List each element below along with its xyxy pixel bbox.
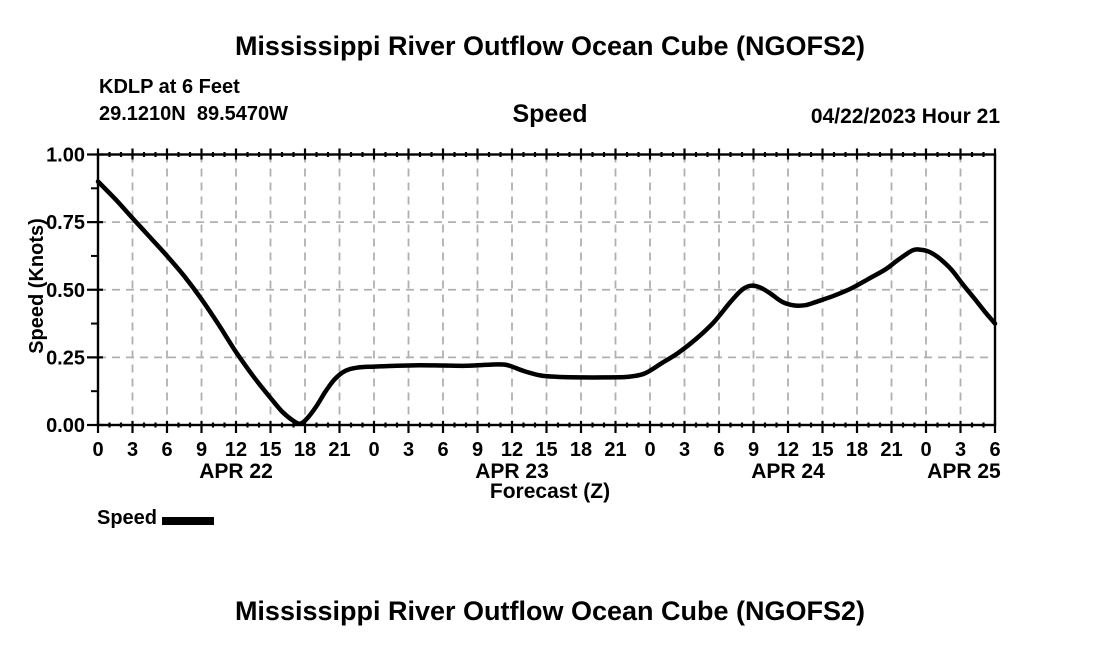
x-tick-label: 0 — [644, 439, 655, 461]
x-tick-label: 18 — [570, 439, 592, 461]
y-tick-label: 0.50 — [46, 280, 85, 302]
x-tick-label: 6 — [437, 439, 448, 461]
x-tick-label: 0 — [92, 439, 103, 461]
x-tick-label: 3 — [403, 439, 414, 461]
legend-label: Speed — [97, 507, 158, 529]
footer-title: Mississippi River Outflow Ocean Cube (NG… — [234, 596, 866, 626]
station-name-label: KDLP at 6 Feet — [99, 76, 240, 98]
x-tick-label: 0 — [920, 439, 931, 461]
date-label: APR 24 — [751, 460, 825, 483]
x-tick-label: 9 — [748, 439, 759, 461]
x-tick-label: 6 — [989, 439, 1000, 461]
x-tick-label: 9 — [196, 439, 207, 461]
x-tick-label: 3 — [955, 439, 966, 461]
x-tick-label: 0 — [368, 439, 379, 461]
model-run-datetime-label: 04/22/2023 Hour 21 — [810, 105, 1000, 128]
legend-line-swatch — [162, 517, 214, 525]
x-tick-label: 3 — [679, 439, 690, 461]
y-tick-label: 0.75 — [46, 212, 85, 234]
x-tick-label: 12 — [501, 439, 523, 461]
x-tick-label: 12 — [777, 439, 799, 461]
x-axis-label: Forecast (Z) — [489, 480, 611, 503]
x-tick-label: 18 — [294, 439, 316, 461]
speed-curve — [95, 179, 998, 426]
x-tick-label: 21 — [880, 439, 902, 461]
y-tick-label: 0.00 — [46, 415, 85, 437]
page-title: Mississippi River Outflow Ocean Cube (NG… — [234, 31, 866, 61]
x-tick-label: 15 — [811, 439, 833, 461]
date-label: APR 22 — [199, 460, 273, 483]
x-tick-label: 21 — [328, 439, 350, 461]
date-label: APR 23 — [475, 460, 549, 483]
x-tick-label: 6 — [161, 439, 172, 461]
x-tick-label: 6 — [713, 439, 724, 461]
station-coordinates-label: 29.1210N 89.5470W — [99, 103, 289, 125]
x-tick-label: 3 — [127, 439, 138, 461]
panel-title: Speed — [512, 100, 588, 128]
x-tick-label: 18 — [846, 439, 868, 461]
x-tick-label: 15 — [259, 439, 281, 461]
x-tick-label: 12 — [225, 439, 247, 461]
x-tick-label: 21 — [604, 439, 626, 461]
x-tick-label: 9 — [472, 439, 483, 461]
x-tick-label: 15 — [535, 439, 557, 461]
y-tick-label: 1.00 — [46, 145, 85, 167]
date-label: APR 25 — [927, 460, 1001, 483]
y-tick-label: 0.25 — [46, 347, 85, 369]
